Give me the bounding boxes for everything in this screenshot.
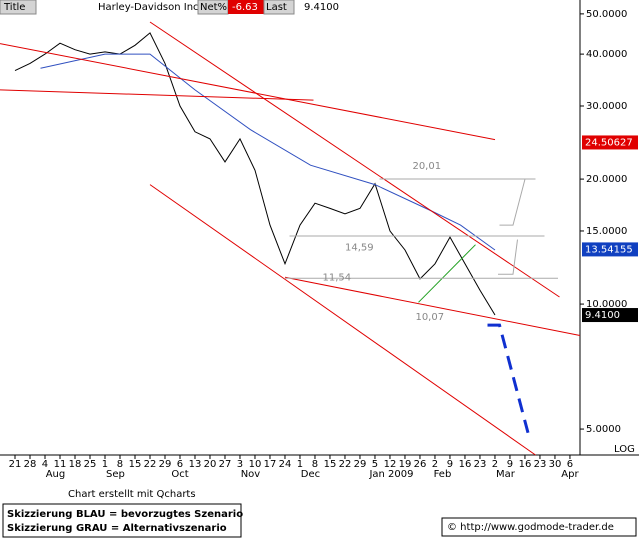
series-line — [487, 323, 530, 434]
x-tick-label: 22 — [339, 459, 352, 470]
scenario-blue: Skizzierung BLAU = bevorzugtes Szenario — [7, 509, 243, 520]
x-tick-label: 29 — [354, 459, 367, 470]
copyright: © http://www.godmode-trader.de — [447, 522, 614, 533]
credit: Chart erstellt mit Qcharts — [68, 489, 196, 500]
series-line — [149, 21, 560, 298]
legend-box — [2, 503, 242, 538]
x-tick-label: 16 — [459, 459, 472, 470]
level-label: 14,59 — [345, 242, 374, 253]
x-tick-label: 15 — [129, 459, 142, 470]
scale-label: LOG — [614, 444, 635, 455]
net-label: Net% — [200, 2, 227, 13]
month-label: Oct — [171, 469, 188, 480]
x-tick-label: 10 — [249, 459, 262, 470]
series-line — [498, 239, 518, 275]
x-tick-label: 17 — [264, 459, 277, 470]
x-tick-label: 28 — [24, 459, 37, 470]
series-line — [149, 184, 536, 456]
month-label: Apr — [561, 469, 579, 480]
x-tick-label: 6 — [567, 459, 573, 470]
x-tick-label: 16 — [519, 459, 532, 470]
x-tick-label: 8 — [117, 459, 123, 470]
title: Title — [3, 2, 25, 13]
x-tick-label: 19 — [399, 459, 412, 470]
copyright-box — [441, 517, 637, 537]
month-label: Jan 2009 — [368, 469, 413, 480]
series-line — [284, 276, 581, 336]
last-label-box — [263, 0, 295, 15]
month-label: Mar — [496, 469, 516, 480]
x-tick-label: 24 — [279, 459, 292, 470]
y-tick-label: 15.0000 — [586, 226, 627, 237]
month-label: Sep — [106, 469, 125, 480]
x-tick-label: 8 — [312, 459, 318, 470]
y-tick-label: 50.0000 — [586, 9, 627, 20]
x-tick-label: 13 — [189, 459, 202, 470]
y-tick-label: 40.0000 — [586, 49, 627, 60]
x-tick-label: 22 — [144, 459, 157, 470]
x-tick-label: 11 — [54, 459, 67, 470]
price-marker-label: 24.50627 — [585, 137, 633, 148]
x-tick-label: 15 — [324, 459, 337, 470]
price-marker — [582, 308, 638, 323]
level-label: 20,01 — [412, 161, 441, 172]
x-tick-label: 1 — [102, 459, 108, 470]
x-tick-label: 20 — [204, 459, 217, 470]
scenario-gray: Skizzierung GRAU = Alternativszenario — [7, 523, 227, 534]
x-tick-label: 6 — [177, 459, 183, 470]
y-tick-label: 20.0000 — [586, 174, 627, 185]
x-tick-label: 9 — [447, 459, 453, 470]
month-label: Aug — [46, 469, 66, 480]
series-line — [14, 32, 496, 316]
last-label: Last — [266, 2, 287, 13]
month-label: Feb — [434, 469, 452, 480]
x-tick-label: 5 — [372, 459, 378, 470]
x-tick-label: 30 — [549, 459, 562, 470]
x-tick-label: 26 — [414, 459, 427, 470]
x-tick-label: 29 — [159, 459, 172, 470]
x-tick-label: 9 — [507, 459, 513, 470]
level-label: 10,07 — [415, 312, 444, 323]
net-value-box — [228, 0, 264, 14]
level-label: 11,54 — [322, 272, 351, 283]
x-tick-label: 25 — [84, 459, 97, 470]
last-value: 9.4100 — [304, 2, 339, 13]
x-tick-label: 4 — [42, 459, 48, 470]
price-marker-label: 13.54155 — [585, 244, 633, 255]
y-tick-label: 5.0000 — [586, 424, 621, 435]
series-line — [0, 89, 314, 101]
x-tick-label: 2 — [432, 459, 438, 470]
x-tick-label: 23 — [474, 459, 487, 470]
net-value: -6.63 — [232, 2, 258, 13]
x-tick-label: 12 — [384, 459, 397, 470]
title-box — [0, 0, 37, 15]
x-tick-label: 21 — [9, 459, 22, 470]
month-label: Nov — [241, 469, 261, 480]
x-tick-label: 3 — [237, 459, 243, 470]
x-tick-label: 27 — [219, 459, 232, 470]
x-tick-label: 1 — [297, 459, 303, 470]
stock-name: Harley-Davidson Inc — [98, 2, 199, 13]
price-marker-label: 9.4100 — [585, 310, 620, 321]
x-tick-label: 18 — [69, 459, 82, 470]
x-tick-label: 2 — [492, 459, 498, 470]
series-line — [40, 53, 496, 251]
x-tick-label: 23 — [534, 459, 547, 470]
series-line — [418, 244, 476, 303]
y-tick-label: 30.0000 — [586, 101, 627, 112]
series-line — [0, 43, 496, 141]
series-line — [499, 178, 526, 226]
y-tick-label: 10.0000 — [586, 299, 627, 310]
price-marker — [582, 242, 638, 257]
month-label: Dec — [301, 469, 320, 480]
price-marker — [582, 135, 638, 150]
